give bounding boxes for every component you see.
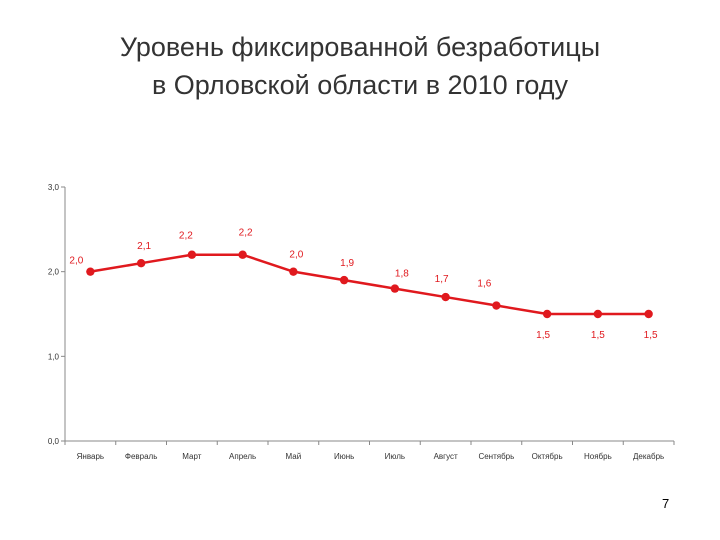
x-tick-label: Октябрь — [532, 452, 563, 461]
data-point — [441, 292, 450, 302]
x-tick-label: Сентябрь — [478, 452, 514, 461]
x-tick-label: Февраль — [125, 452, 158, 461]
data-label: 1,5 — [591, 330, 605, 341]
y-tick-label: 0,0 — [48, 437, 60, 446]
data-label: 1,7 — [435, 274, 449, 285]
title-line-1: Уровень фиксированной безработицы — [119, 32, 601, 62]
data-point — [187, 250, 197, 259]
y-tick-label: 1,0 — [48, 352, 60, 361]
x-tick-label: Июнь — [334, 452, 354, 461]
title-line-2: в Орловской области в 2010 году — [151, 70, 569, 100]
data-point — [86, 267, 95, 276]
page-number: 7 — [662, 496, 670, 511]
x-tick-label: Апрель — [229, 452, 256, 461]
data-label: 2,2 — [239, 228, 253, 239]
x-tick-label: Июль — [385, 452, 405, 461]
data-point — [542, 309, 552, 319]
data-point — [593, 309, 603, 319]
data-point — [136, 259, 146, 268]
data-label: 1,9 — [340, 258, 354, 269]
data-label: 1,5 — [536, 330, 550, 341]
data-point — [238, 250, 247, 259]
y-tick-label: 3,0 — [48, 183, 60, 192]
data-point — [390, 284, 400, 293]
x-tick-label: Май — [286, 452, 302, 461]
data-label: 1,6 — [477, 279, 491, 290]
data-label: 2,0 — [69, 256, 83, 267]
x-tick-label: Январь — [77, 452, 104, 461]
data-point — [492, 301, 501, 310]
data-label: 1,8 — [395, 269, 409, 280]
data-point — [289, 267, 298, 276]
x-tick-label: Декабрь — [633, 452, 664, 461]
slide-title: Уровень фиксированной безработицы в Орло… — [0, 28, 720, 104]
data-point — [339, 275, 349, 285]
data-label: 1,5 — [644, 330, 658, 341]
data-label: 2,2 — [179, 231, 193, 242]
data-label: 2,0 — [289, 250, 303, 261]
series-line — [90, 253, 649, 316]
data-label: 2,1 — [137, 241, 151, 252]
x-tick-label: Март — [182, 452, 201, 461]
x-tick-label: Ноябрь — [584, 452, 612, 461]
y-tick-label: 2,0 — [48, 268, 60, 277]
x-tick-label: Август — [434, 452, 458, 461]
data-point — [644, 309, 653, 319]
